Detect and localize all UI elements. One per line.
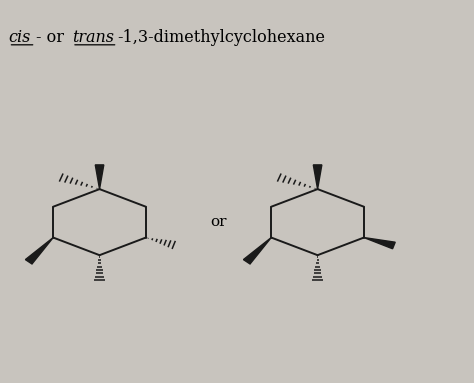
Text: or: or xyxy=(210,215,226,229)
Polygon shape xyxy=(244,237,271,264)
Text: trans: trans xyxy=(72,29,114,46)
Text: - or: - or xyxy=(36,29,69,46)
Polygon shape xyxy=(26,237,53,264)
Polygon shape xyxy=(364,237,395,249)
Polygon shape xyxy=(313,165,322,189)
Text: -1,3-dimethylcyclohexane: -1,3-dimethylcyclohexane xyxy=(118,29,326,46)
Text: cis: cis xyxy=(9,29,31,46)
Polygon shape xyxy=(95,165,104,189)
